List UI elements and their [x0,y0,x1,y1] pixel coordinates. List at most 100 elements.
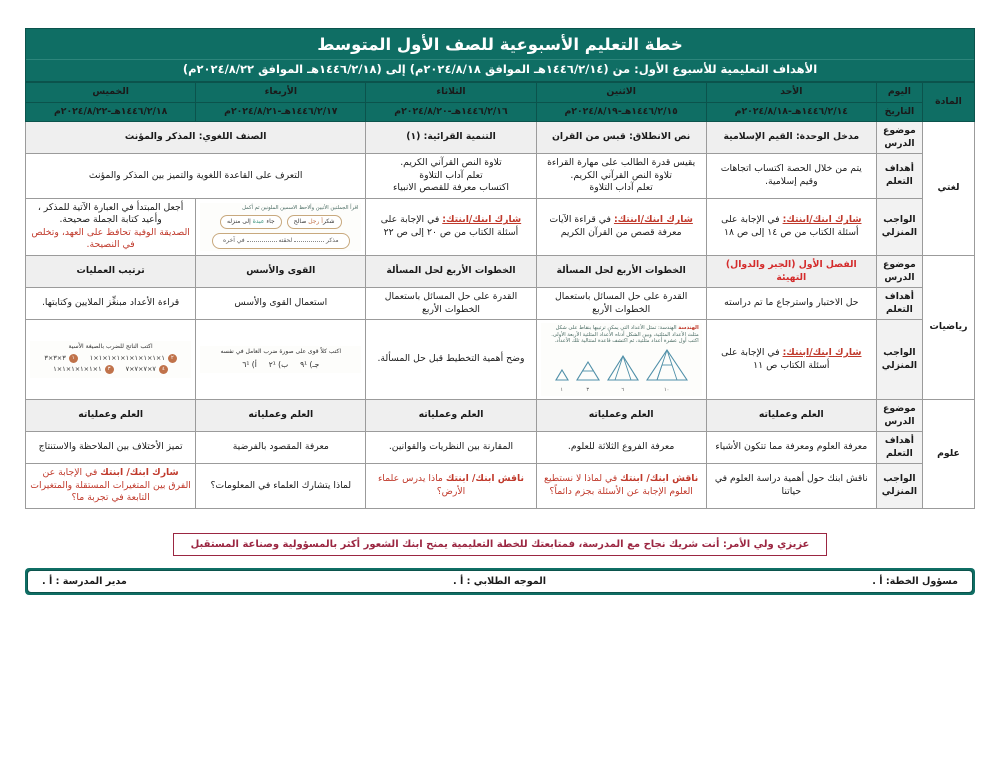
math-goal-sunday: حل الاختبار واسترجاع ما تم دراسته [705,287,877,321]
share-prefix: شارك ابنك/ابنتك: [782,347,862,359]
triangle-group-10: ١٠ [645,348,688,394]
math-hw-thursday: اكتب الناتج للضرب بالصيغة الأسية ٢ ١×١×١×… [24,319,197,400]
science-topic-wednesday: العلم وعملياته [195,398,367,433]
exponents-expr: ١×١×١×١×١×١×١×١×١ [89,354,165,363]
science-goal-tuesday: المقارنة بين النظريات والقوانين. [365,431,537,465]
share-prefix: شارك ابنك/ ابنتك [100,467,179,479]
rowlabel-topic-math: موضوع الدرس [875,255,923,289]
exponents-row-2: ٤ ٧×٧×٧×٧ ٣ ١×١×١×١×١×١ [33,365,188,375]
rowlabel-homework-math: الواجب المنزلي [875,319,923,400]
header-day-monday: الاثنين [535,82,707,103]
math-hw-monday: الهندسة الهندسة: تمثل الأعداد التي يمكن … [535,319,707,400]
triangles-row: ١٠ ٦ [544,348,699,394]
header-date-monday: ١٤٤٦/٢/١٥هـ-٢٠٢٤/٨/١٩م [535,101,707,123]
math-topic-monday: الخطوات الأربع لحل المسألة [535,255,707,289]
header-date-thursday: ١٤٤٦/٢/١٨هـ-٢٠٢٤/٨/٢٢م [24,101,197,123]
exponents-item-1a: ١ ٣×٣×٣ [44,354,78,364]
header-subject: المادة [921,81,976,123]
rowlabel-goals-math: أهداف التعلم [875,287,923,321]
hw-text: في الإجابة عن الفرق بين المتغيرات المستق… [30,467,191,504]
hw-thursday-line1: أجعل المبتدأ في العبارة الآتية للمذكر ، … [37,201,184,226]
lughati-goal-tuesday-l3: اكتساب معرفة للقصص الانبياء [393,182,509,194]
hw-text: ماذا يدرس علماء الأرض؟ [377,473,466,497]
lughati-goal-wed-thu: التعرف على القاعدة اللغوية والتميز بين ا… [24,153,367,199]
science-hw-monday: ناقش ابنك/ ابنتك في لماذا لا نستطيع العل… [535,463,707,509]
figure-caption: الهندسة الهندسة: تمثل الأعداد التي يمكن … [551,325,699,345]
bullet-circle-icon: ٣ [104,365,114,375]
signature-bar-inner: مسؤول الخطة: أ . الموجه الطلابي : أ . مد… [27,569,973,593]
powers-figure-heading: اكتب كلاً قوى على صورة ضرب العامل في نفس… [220,348,342,356]
science-hw-thursday: شارك ابنك/ ابنتك في الإجابة عن الفرق بين… [24,463,197,509]
subject-row-math-topic: رياضيات موضوع الدرس الفصل الأول (الجبر و… [24,255,976,400]
science-hw-tuesday: ناقش ابنك/ ابنتك ماذا يدرس علماء الأرض؟ [365,463,537,509]
science-hw-wednesday: لماذا يتشارك العلماء في المعلومات؟ [195,463,367,509]
lughati-hw-thursday: أجعل المبتدأ في العبارة الآتية للمذكر ، … [24,197,197,257]
exponents-item-1b: ٢ ١×١×١×١×١×١×١×١×١ [89,354,177,364]
triangle-label-6: ٦ [621,387,624,394]
bullet-circle-icon: ٢ [167,354,177,364]
lughati-goal-sunday-text: يتم من خلال الحصة اكتساب اتجاهات وقيم إس… [720,163,862,187]
rowlabel-topic-lughati: موضوع الدرس [875,121,923,155]
triangle-label-1: ١ [560,387,563,394]
exponents-item-2a: ٣ ١×١×١×١×١×١ [53,365,114,375]
figure-blank-row: مذكر لحقته في آخره [203,232,358,249]
lughati-topic-tuesday: التنمية القرائية: (١) [365,121,537,155]
exponents-expr: ١×١×١×١×١×١ [53,365,102,374]
grammar-exercise-figure: اقرأ الجملتين الأتيين وألاحظ الاسمين الم… [200,203,362,251]
figure-caption-text: الهندسة: تمثل الأعداد التي يمكن ترتيبها … [551,325,699,345]
exponents-expr: ٣×٣×٣ [44,354,66,363]
school-principal-field: مدير المدرسة : أ . [42,575,127,587]
exponents-expr: ٧×٧×٧×٧ [125,365,156,374]
lughati-goal-tuesday-l1: تلاوة النص القرآني الكريم. [400,157,502,169]
student-advisor-field: الموجه الطلابي : أ . [453,575,547,587]
header-day-wednesday: الأربعاء [195,82,367,103]
math-topic-thursday: ترتيب العمليات [24,255,197,289]
math-topic-tuesday: الخطوات الأربع لحل المسألة [365,255,537,289]
subject-row-science-goals: أهداف التعلم معرفة العلوم ومعرفة مما تتك… [24,431,975,465]
hw-text: في الإجابة على أسئلة الكتاب ص ١١ [721,347,830,371]
hw-text: في الإجابة على أسئلة الكتاب من ص ٢٠ إلى … [380,214,519,238]
lughati-topic-wed-thu: الصنف اللغوي: المذكر والمؤنث [24,121,367,155]
plan-manager-field: مسؤول الخطة: أ . [872,575,958,587]
math-hw-tuesday: وضح أهمية التخطيط قبل حل المسألة. [365,319,537,400]
ask-prefix: ناقش ابنك/ ابنتك [620,473,699,485]
rowlabel-homework-lughati: الواجب المنزلي [875,197,923,257]
share-prefix: شارك ابنك/ابنتك: [782,214,862,226]
triangle-6-icon [606,354,639,381]
subject-row-lughati-homework: الواجب المنزلي شارك ابنك/ابنتك: في الإجا… [24,197,975,257]
lughati-goal-sunday: يتم من خلال الحصة اكتساب اتجاهات وقيم إس… [705,153,877,199]
lughati-goal-monday: يقيس قدرة الطالب على مهارة القراءة تلاوة… [535,153,707,199]
subject-row-math-homework: الواجب المنزلي شارك ابنك/ابنتك: في الإجا… [24,319,975,400]
math-topic-sunday: الفصل الأول (الجبر والدوال) التهيئة [705,255,877,289]
science-topic-tuesday: العلم وعملياته [365,398,537,433]
exponents-row-1: ٢ ١×١×١×١×١×١×١×١×١ ١ ٣×٣×٣ [33,354,188,364]
science-goal-thursday: تميز الأختلاف بين الملاحظة والاستنتاج [24,431,197,465]
weekly-plan-table: المادة اليوم الأحد الاثنين الثلاثاء الأر… [24,81,976,509]
lughati-hw-sunday: شارك ابنك/ابنتك: في الإجابة على أسئلة ال… [705,197,877,257]
triangle-group-1: ١ [554,368,569,394]
lughati-goal-monday-l3: تعلم آداب التلاوة [589,182,653,194]
science-topic-monday: العلم وعملياته [535,398,707,433]
header-day-sunday: الأحد [705,82,877,103]
lughati-topic-monday: نص الانطلاق: قبس من القران [535,121,707,155]
figure-pill-2: شكرأ رجل صالح [286,214,342,229]
header-day: اليوم [875,82,923,103]
lughati-hw-monday: شارك ابنك/ابنتك: في قراءة الآيات معرفة ق… [535,197,707,257]
science-goal-monday: معرفة الفروع الثلاثة للعلوم. [535,431,707,465]
header-day-tuesday: الثلاثاء [365,82,537,103]
rowlabel-topic-science: موضوع الدرس [875,398,923,433]
math-hw-wednesday: اكتب كلاً قوى على صورة ضرب العامل في نفس… [195,319,367,400]
science-goal-wednesday: معرفة المقصود بالفرضية [195,431,367,465]
figure-caption: اقرأ الجملتين الأتيين وألاحظ الاسمين الم… [242,205,359,212]
rowlabel-goals-lughati: أهداف التعلم [875,153,923,199]
share-prefix: شارك ابنك/ابنتك: [613,214,693,226]
table-header-dates: التاريخ ١٤٤٦/٢/١٤هـ-٢٠٢٤/٨/١٨م ١٤٤٦/٢/١٥… [24,101,975,123]
powers-item-c: جـ) ٩¹ [300,360,320,370]
science-topic-sunday: العلم وعملياته [705,398,877,433]
bullet-circle-icon: ١ [68,354,78,364]
triangle-label-10: ١٠ [663,387,670,394]
math-goal-tuesday: القدرة على حل المسائل باستعمال الخطوات ا… [365,287,537,321]
lughati-goal-monday-l1: يقيس قدرة الطالب على مهارة القراءة [547,157,696,169]
science-hw-sunday: ناقش ابنك حول أهمية دراسة العلوم في حيات… [705,463,877,509]
bullet-circle-icon: ٤ [158,365,168,375]
